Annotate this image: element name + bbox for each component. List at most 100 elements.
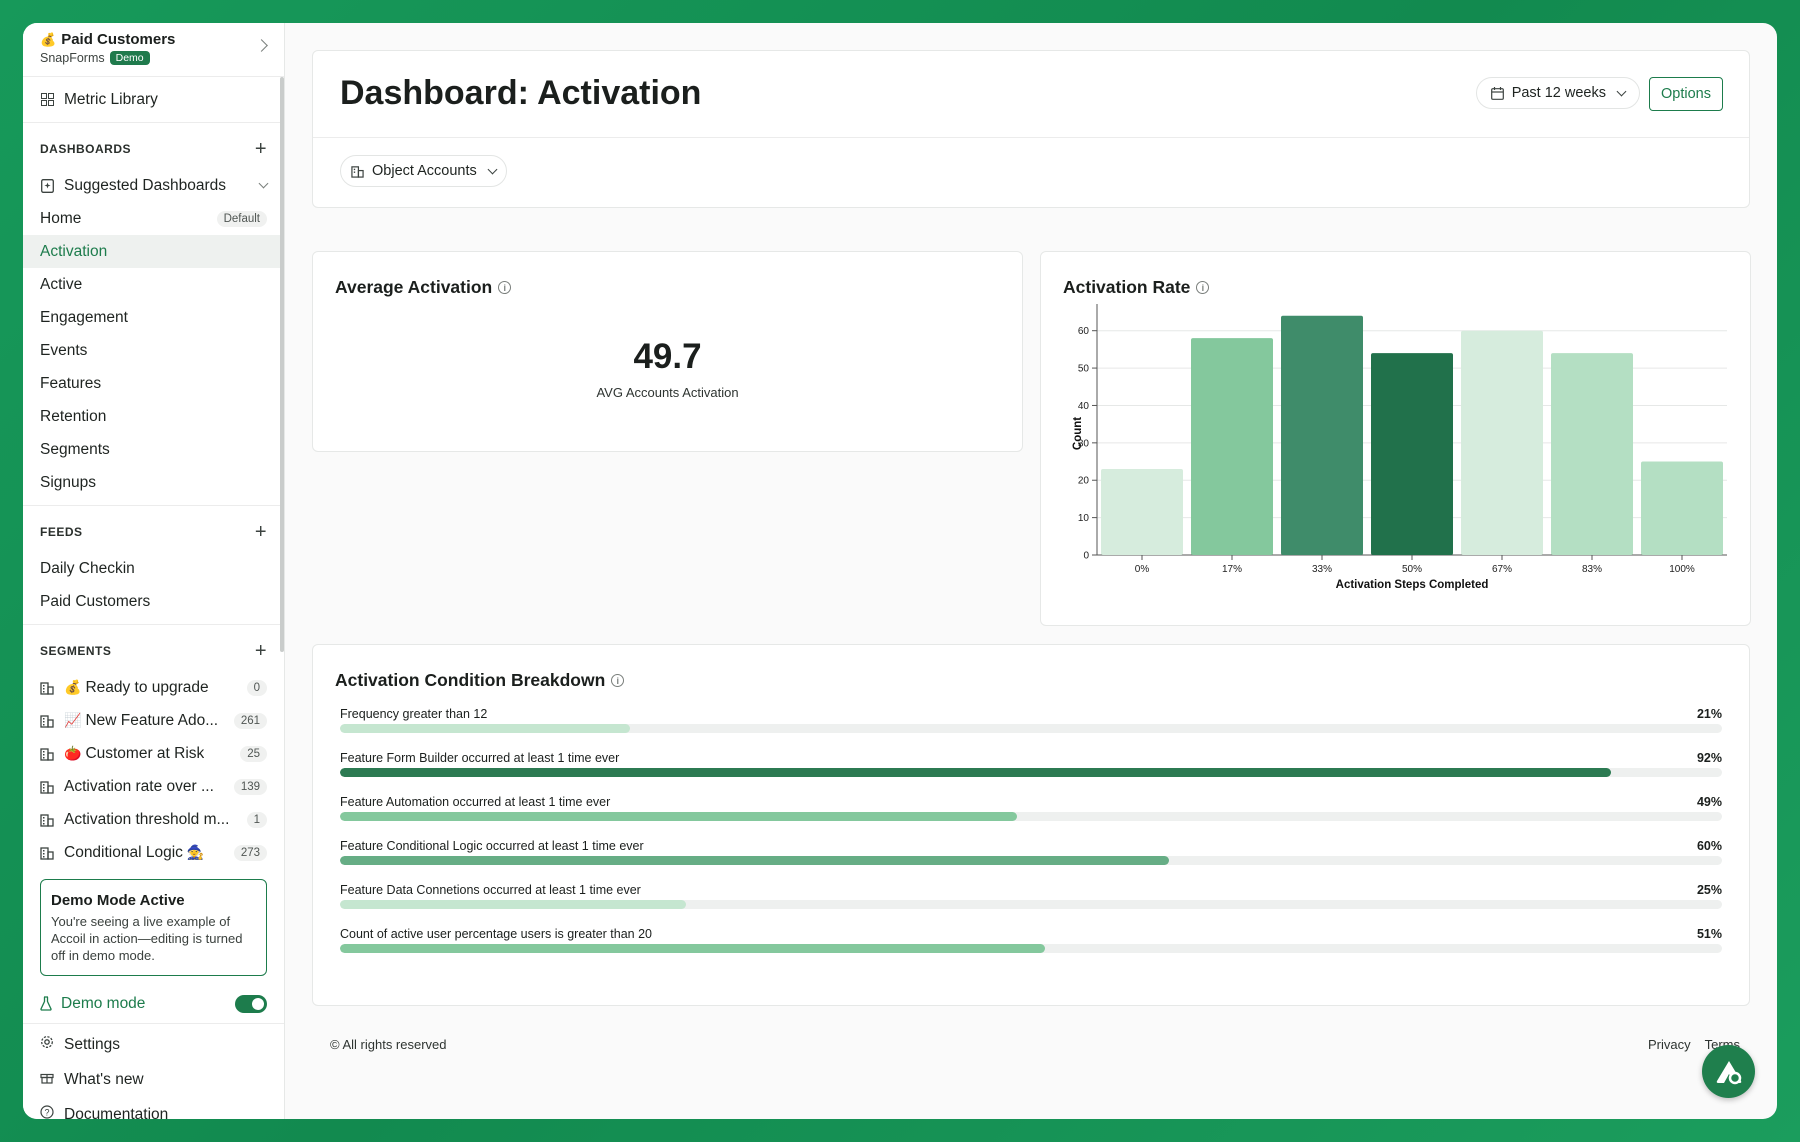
date-range-picker[interactable]: Past 12 weeks: [1475, 77, 1640, 109]
y-tick-label: 30: [1078, 438, 1090, 449]
condition-label: Count of active user percentage users is…: [340, 927, 652, 941]
rate-title: Activation Rate: [1063, 277, 1191, 297]
activation-rate-card: Activation Rate i 0 10 20 30 40 50 60 0% 17% 33% 5…: [1040, 251, 1751, 626]
y-tick-label: 50: [1078, 364, 1090, 375]
segment-item[interactable]: Activation rate over ... 139: [23, 770, 284, 803]
x-tick-label: 67%: [1492, 564, 1512, 575]
divider: [313, 137, 1749, 138]
metric-library-link[interactable]: Metric Library: [23, 83, 284, 116]
sidebar-item-label: Signups: [40, 473, 97, 491]
average-title: Average Activation: [335, 277, 493, 297]
documentation-link[interactable]: ? Documentation: [23, 1097, 284, 1119]
x-tick-label: 0%: [1135, 564, 1150, 575]
card-title: Activation Condition Breakdown i: [335, 670, 625, 691]
whats-new-link[interactable]: What's new: [23, 1062, 284, 1097]
documentation-label: Documentation: [64, 1105, 169, 1120]
sidebar-item-home[interactable]: Home Default: [23, 202, 284, 235]
default-badge: Default: [216, 210, 267, 227]
bar: [1461, 330, 1543, 555]
breakdown-row: Feature Form Builder occurred at least 1…: [340, 751, 1722, 787]
demo-badge: Demo: [109, 51, 150, 65]
add-dashboard-icon[interactable]: +: [254, 138, 267, 160]
feeds-header-label: FEEDS: [40, 525, 83, 539]
progress-track: [340, 900, 1722, 909]
bar: [1191, 338, 1273, 555]
suggested-dashboards[interactable]: Suggested Dashboards: [23, 169, 284, 202]
progress-fill: [340, 812, 1018, 821]
info-icon[interactable]: i: [498, 281, 512, 294]
calendar-icon: [1490, 86, 1504, 100]
progress-fill: [340, 768, 1612, 777]
help-chat-button[interactable]: [1702, 1045, 1755, 1098]
breakdown-row: Feature Data Connetions occurred at leas…: [340, 883, 1722, 919]
sidebar-item-features[interactable]: Features: [23, 367, 284, 400]
bar: [1551, 353, 1633, 555]
segment-item[interactable]: 💰 Ready to upgrade 0: [23, 671, 284, 704]
segment-item[interactable]: Activation threshold m... 1: [23, 803, 284, 836]
privacy-link[interactable]: Privacy: [1647, 1037, 1691, 1052]
feed-item-paid-customers[interactable]: Paid Customers: [23, 585, 284, 618]
segment-label: Activation threshold m...: [64, 810, 230, 828]
whats-new-label: What's new: [64, 1070, 144, 1088]
sidebar-item-signups[interactable]: Signups: [23, 466, 284, 499]
segment-label: New Feature Ado...: [85, 711, 219, 729]
demo-mode-toggle[interactable]: [235, 994, 267, 1013]
condition-label: Feature Conditional Logic occurred at le…: [340, 839, 644, 853]
org-switcher[interactable]: 💰 Paid Customers SnapForms Demo: [23, 23, 284, 77]
y-tick-label: 10: [1078, 513, 1090, 524]
sidebar-scrollbar[interactable]: [280, 77, 284, 652]
x-tick-label: 83%: [1582, 564, 1602, 575]
sidebar-scroll: Metric Library DASHBOARDS + Suggested Da…: [23, 77, 284, 1119]
segment-emoji: 🍅: [64, 745, 82, 761]
workspace-name: SnapForms: [40, 51, 105, 65]
chevron-down-icon: [487, 164, 498, 174]
condition-breakdown-card: Activation Condition Breakdown i Frequen…: [312, 644, 1750, 1006]
segment-item[interactable]: 📈 New Feature Ado... 261: [23, 704, 284, 737]
settings-link[interactable]: Settings: [23, 1027, 284, 1062]
condition-percent: 49%: [1696, 795, 1722, 809]
y-tick-label: 40: [1078, 401, 1090, 412]
segment-item[interactable]: 🍅 Customer at Risk 25: [23, 737, 284, 770]
sidebar-item-segments[interactable]: Segments: [23, 433, 284, 466]
sidebar-item-active[interactable]: Active: [23, 268, 284, 301]
bar: [1371, 353, 1453, 555]
sidebar-item-label: Retention: [40, 407, 107, 425]
segment-emoji: 🧙: [186, 844, 205, 860]
breakdown-row: Feature Automation occurred at least 1 t…: [340, 795, 1722, 831]
add-segment-icon[interactable]: +: [254, 640, 267, 662]
y-tick-label: 0: [1083, 551, 1089, 562]
sidebar-item-retention[interactable]: Retention: [23, 400, 284, 433]
segment-label: Ready to upgrade: [85, 678, 209, 696]
building-icon: [351, 165, 364, 178]
segment-count: 25: [240, 745, 267, 762]
options-button[interactable]: Options: [1649, 77, 1723, 111]
suggested-dashboards-label: Suggested Dashboards: [64, 176, 227, 194]
segment-count: 0: [246, 679, 267, 696]
segments-header-label: SEGMENTS: [40, 644, 112, 658]
logo-icon: [1716, 1060, 1741, 1084]
add-feed-icon[interactable]: +: [254, 521, 267, 543]
progress-track: [340, 944, 1722, 953]
segment-label: Customer at Risk: [85, 744, 205, 762]
sidebar-item-activation[interactable]: Activation: [23, 235, 284, 268]
sidebar-item-label: Events: [40, 341, 88, 359]
feed-item-daily-checkin[interactable]: Daily Checkin: [23, 552, 284, 585]
y-tick-label: 20: [1078, 476, 1090, 487]
progress-track: [340, 812, 1722, 821]
segment-count: 273: [233, 844, 267, 861]
chevron-down-icon: [258, 178, 269, 189]
sidebar-item-engagement[interactable]: Engagement: [23, 301, 284, 334]
feed-label: Daily Checkin: [40, 559, 135, 577]
info-icon[interactable]: i: [611, 674, 625, 687]
condition-percent: 51%: [1696, 927, 1722, 941]
sidebar-item-events[interactable]: Events: [23, 334, 284, 367]
sidebar-item-label: Segments: [40, 440, 110, 458]
dashboards-section-header: DASHBOARDS +: [23, 129, 284, 169]
feed-label: Paid Customers: [40, 592, 151, 610]
progress-track: [340, 768, 1722, 777]
demo-card-title: Demo Mode Active: [51, 892, 185, 909]
object-filter[interactable]: Object Accounts: [340, 155, 507, 187]
info-icon[interactable]: i: [1196, 281, 1210, 294]
segment-item[interactable]: Conditional Logic 🧙 273: [23, 836, 284, 869]
